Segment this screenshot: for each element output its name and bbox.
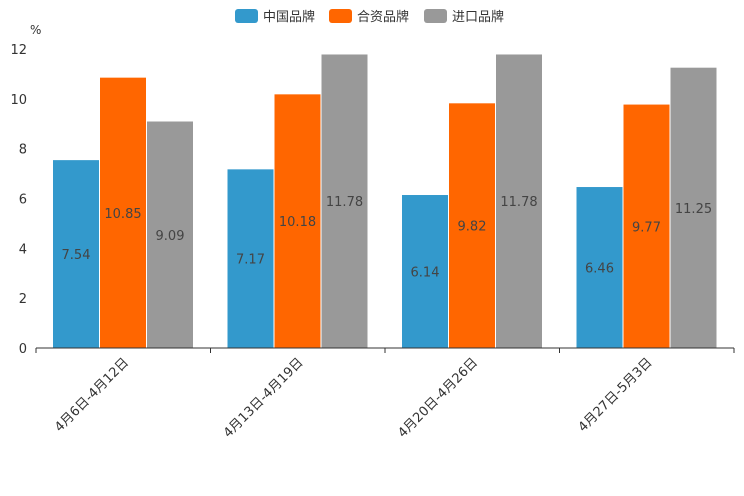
bar <box>100 77 146 348</box>
bars <box>53 54 717 349</box>
data-label: 11.78 <box>500 195 537 210</box>
data-label: 10.18 <box>279 215 316 230</box>
bar <box>576 187 623 348</box>
data-label: 10.85 <box>104 207 141 222</box>
bar <box>402 195 448 348</box>
bar <box>623 104 670 348</box>
data-label: 7.17 <box>236 253 265 268</box>
y-tick-label: 10 <box>10 93 27 108</box>
y-tick-label: 6 <box>19 193 27 208</box>
legend-swatch <box>329 9 352 23</box>
bar <box>321 54 368 349</box>
legend-label: 中国品牌 <box>263 9 315 25</box>
legend-swatch <box>424 9 447 23</box>
bar <box>496 54 542 349</box>
y-axis: 0 2 4 6 8 10 12 <box>10 43 27 357</box>
data-label: 6.46 <box>585 262 614 277</box>
data-label: 9.82 <box>458 220 487 235</box>
bar <box>670 67 717 348</box>
legend-swatch <box>235 9 258 23</box>
y-tick-label: 8 <box>19 143 27 158</box>
x-axis: 4月6日-4月12日 4月13日-4月19日 4月20日-4月26日 4月27日-5月… <box>35 348 735 441</box>
y-axis-unit-label: % <box>30 23 41 37</box>
y-tick-label: 0 <box>19 342 27 357</box>
legend-label: 进口品牌 <box>452 9 504 25</box>
x-tick-label: 4月6日-4月12日 <box>52 355 132 435</box>
y-tick-label: 2 <box>19 292 27 307</box>
y-tick-label: 12 <box>10 43 27 58</box>
data-label: 9.09 <box>156 229 185 244</box>
bar <box>449 103 495 349</box>
legend-label: 合资品牌 <box>357 9 409 25</box>
data-labels: 7.54 10.85 9.09 7.17 10.18 11.78 6.14 9.82 11.78… <box>62 195 713 280</box>
legend: 中国品牌 合资品牌 进口品牌 <box>235 9 504 25</box>
y-tick-label: 4 <box>19 242 27 257</box>
data-label: 7.54 <box>62 248 91 263</box>
bar <box>227 169 274 348</box>
bar <box>147 121 193 348</box>
bar <box>274 94 321 349</box>
x-tick-label: 4月27日-5月3日 <box>576 355 656 435</box>
x-tick-label: 4月20日-4月26日 <box>395 355 481 441</box>
data-label: 9.77 <box>632 220 661 235</box>
data-label: 6.14 <box>411 266 440 281</box>
bar <box>53 160 99 348</box>
x-tick-label: 4月13日-4月19日 <box>221 355 307 441</box>
data-label: 11.78 <box>326 195 363 210</box>
data-label: 11.25 <box>675 202 712 217</box>
